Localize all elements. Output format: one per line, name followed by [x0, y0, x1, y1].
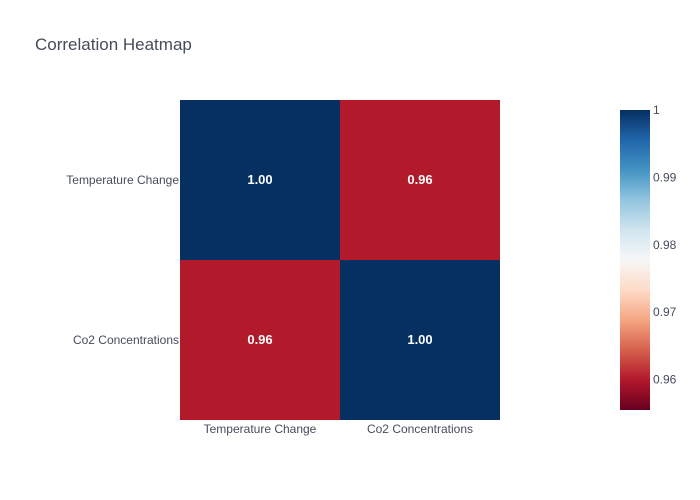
heatmap-cell-label: 0.96 — [247, 332, 272, 347]
y-tick-label: Temperature Change — [66, 173, 179, 187]
heatmap-cell — [340, 260, 500, 420]
colorbar-tick-label: 0.98 — [653, 238, 677, 252]
x-tick-label: Temperature Change — [204, 422, 317, 436]
heatmap-cell — [180, 100, 340, 260]
y-tick-label: Co2 Concentrations — [73, 333, 179, 347]
x-tick-label: Co2 Concentrations — [367, 422, 473, 436]
heatmap-cell-labels: 1.00 0.96 0.96 1.00 — [247, 172, 432, 347]
heatmap-cell — [180, 260, 340, 420]
heatmap-cell-label: 1.00 — [247, 172, 272, 187]
colorbar-gradient — [620, 110, 650, 410]
heatmap-cell — [340, 100, 500, 260]
x-axis-ticks: Temperature Change Co2 Concentrations — [204, 422, 473, 436]
y-axis-ticks: Temperature Change Co2 Concentrations — [66, 173, 179, 347]
colorbar — [620, 110, 650, 410]
colorbar-ticks: 1 0.99 0.98 0.97 0.96 — [653, 103, 677, 387]
colorbar-tick-label: 1 — [653, 103, 660, 117]
chart-title: Correlation Heatmap — [35, 35, 192, 54]
heatmap-cells — [180, 100, 500, 420]
colorbar-tick-label: 0.97 — [653, 305, 677, 319]
colorbar-tick-label: 0.96 — [653, 373, 677, 387]
colorbar-tick-label: 0.99 — [653, 170, 677, 184]
heatmap-cell-label: 0.96 — [407, 172, 432, 187]
heatmap-cell-label: 1.00 — [407, 332, 432, 347]
